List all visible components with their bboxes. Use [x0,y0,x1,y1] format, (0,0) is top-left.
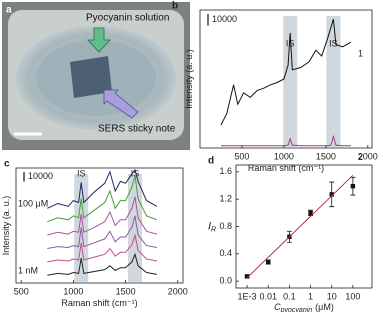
y-tick-label: 0.4 [219,248,232,258]
x-tick-label: 0.01 [259,291,277,301]
band-label: IS [286,38,295,48]
scale-bar-label: 10000 [212,14,237,24]
x-axis-label: Raman shift (cm⁻¹) [61,298,137,308]
series-label: 1 nM [18,266,38,276]
internal-standard-band [326,16,341,148]
panel-label: a [6,5,12,16]
y-tick-label: 0.0 [219,276,232,286]
x-tick-label: 100 [345,291,360,301]
annotation: SERS sticky note [98,124,176,135]
series-line [47,168,158,209]
x-axis-label: Raman shift (cm⁻¹) [248,163,324,173]
x-axis-label-unit: (μM) [315,302,334,312]
series-label: 2 [358,152,363,162]
x-axis-label: Cpyocyanin (μM) [274,302,334,312]
series-line [47,233,157,263]
internal-standard-band [283,16,298,148]
series-line [246,174,354,279]
y-axis-label: Intensity (a. u.) [1,196,11,256]
data-point [244,274,250,279]
data-point [308,210,313,216]
x-tick-label: 500 [14,286,29,296]
series-line [220,19,352,126]
x-axis-label-sub: pyocyanin [280,307,313,312]
y-axis-label-main: Intensity (a. u.) [1,196,11,256]
band-label: IS [329,38,338,48]
band-label: IS [77,168,86,178]
sticky-note [70,56,112,98]
series-line [47,196,158,236]
data-point [329,192,334,197]
x-tick-label: 1500 [316,151,336,161]
annotation: Pyocyanin solution [86,13,169,24]
x-tick-label: 1000 [63,286,83,296]
series-line [47,215,157,249]
series-line [47,252,157,276]
x-tick-label: 1500 [116,286,136,296]
panel-label: b [172,1,178,12]
series-label: 1 [358,49,363,59]
x-axis-label-main: Raman shift (cm⁻¹) [248,163,324,173]
x-tick-label: 10 [327,291,337,301]
internal-standard-band [127,174,142,283]
x-axis-label-main: C [274,302,281,312]
plot-frame [235,164,373,289]
data-point [350,183,356,189]
plot-frame [15,167,184,284]
panel-label: d [208,156,214,167]
x-tick-label: 500 [234,151,249,161]
y-tick-label: 1.2 [219,194,232,204]
photo-panel: a Pyocyanin solution SERS sticky note [2,2,190,150]
x-tick-label: 0.1 [283,291,296,301]
band-label: IS [131,168,140,178]
series-line [221,134,351,147]
scale-bar-label: 10000 [28,171,53,181]
y-axis-label-main: I [208,220,211,232]
y-axis-label: IR [208,220,216,233]
x-tick-label: 1E-3 [238,291,257,301]
x-tick-label: 1000 [274,151,294,161]
y-tick-label: 1.6 [219,166,232,176]
series-label: 100 μM [18,199,48,209]
y-axis-label-sub: R [211,226,216,233]
series-line [47,175,158,223]
y-tick-label: 0.8 [219,221,232,231]
y-axis-label-main: Intensity (a. u.) [184,49,194,109]
data-point [266,259,271,265]
x-axis-label-main: Raman shift (cm⁻¹) [61,298,137,308]
purple-arrow [103,89,139,119]
x-tick-label: 2000 [358,151,378,161]
x-tick-label: 2000 [168,286,188,296]
panel-label: c [4,159,10,170]
x-tick-label: 1 [308,291,313,301]
plot-frame [199,9,373,149]
green-arrow [87,27,111,53]
y-axis-label: Intensity (a. u.) [184,49,194,109]
